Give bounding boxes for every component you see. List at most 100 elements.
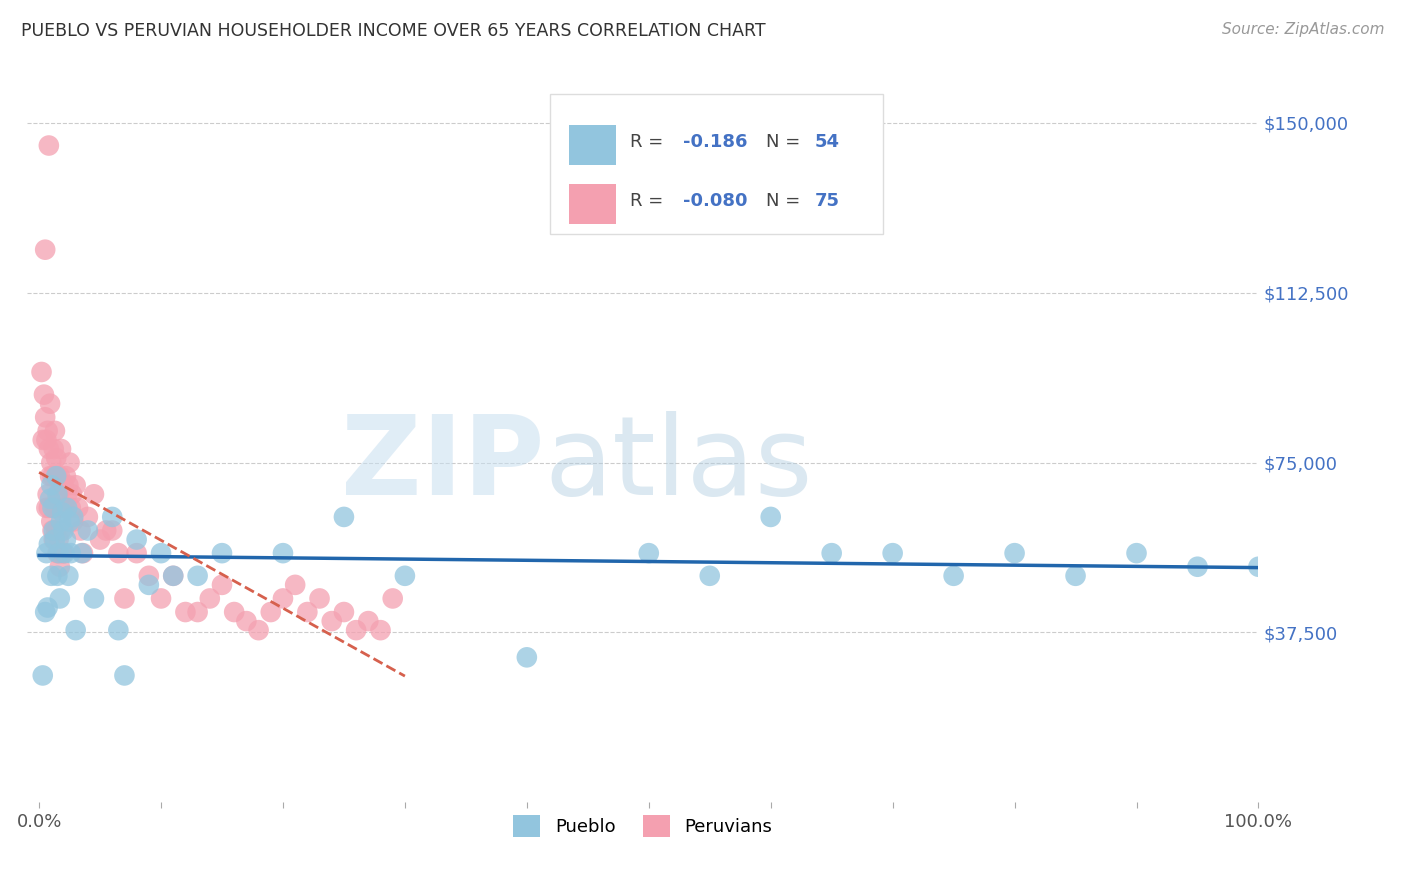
Point (211, 578, 233, 592)
Point (56, 487, 79, 501)
Point (49, 469, 72, 483)
Point (101, 524, 124, 538)
Text: N =: N = (766, 133, 806, 151)
Point (35, 546, 58, 560)
Point (49, 442, 72, 456)
Text: 75: 75 (815, 192, 841, 210)
Point (52, 524, 75, 538)
Point (284, 578, 307, 592)
Point (41, 469, 63, 483)
Point (1125, 546, 1147, 560)
Point (187, 569, 209, 583)
Point (821, 546, 844, 560)
Text: 54: 54 (815, 133, 841, 151)
Point (48, 546, 70, 560)
Point (1004, 546, 1026, 560)
Point (125, 546, 148, 560)
Point (76, 524, 98, 538)
Point (62, 515, 84, 529)
Point (34, 605, 56, 619)
Point (162, 569, 184, 583)
Point (60, 487, 83, 501)
Point (65, 478, 87, 492)
Point (699, 569, 721, 583)
Point (83, 591, 105, 606)
Point (49, 591, 72, 606)
Point (39, 469, 62, 483)
Point (35, 500, 58, 515)
Point (882, 546, 904, 560)
Point (67, 500, 90, 515)
Point (516, 650, 538, 665)
Point (48, 533, 70, 547)
Point (41, 500, 63, 515)
Point (42, 524, 65, 538)
Point (51, 546, 73, 560)
Point (101, 510, 124, 524)
Point (381, 591, 404, 606)
Point (138, 578, 160, 592)
Point (260, 605, 283, 619)
Point (46, 546, 69, 560)
Text: -0.186: -0.186 (683, 133, 748, 151)
Point (321, 614, 343, 628)
Point (44, 424, 66, 438)
Point (53, 500, 76, 515)
Point (39, 397, 62, 411)
Point (211, 546, 233, 560)
Point (34, 410, 56, 425)
Text: ZIP: ZIP (340, 411, 544, 518)
Point (49, 559, 72, 574)
Point (39, 491, 62, 506)
Point (759, 510, 782, 524)
Point (357, 614, 380, 628)
Point (89, 533, 111, 547)
Point (37, 424, 59, 438)
Point (51, 505, 73, 519)
Point (56, 500, 79, 515)
Point (46, 469, 69, 483)
Point (37, 600, 59, 615)
Point (31, 433, 53, 447)
Point (55, 469, 77, 483)
Point (52, 478, 75, 492)
Point (44, 500, 66, 515)
Point (69, 524, 91, 538)
Point (271, 546, 294, 560)
Point (942, 569, 965, 583)
Point (333, 510, 356, 524)
Point (38, 138, 60, 153)
Text: atlas: atlas (544, 411, 813, 518)
Legend: Pueblo, Peruvians: Pueblo, Peruvians (506, 808, 779, 845)
Text: PUEBLO VS PERUVIAN HOUSEHOLDER INCOME OVER 65 YEARS CORRELATION CHART: PUEBLO VS PERUVIAN HOUSEHOLDER INCOME OV… (21, 22, 766, 40)
Point (344, 623, 367, 637)
Point (162, 569, 184, 583)
Point (1064, 569, 1087, 583)
Point (114, 668, 136, 682)
Point (59, 500, 82, 515)
Text: N =: N = (766, 192, 806, 210)
Point (308, 591, 330, 606)
Point (55, 533, 77, 547)
Point (174, 605, 197, 619)
Point (48, 487, 70, 501)
Point (62, 510, 84, 524)
Point (37, 487, 59, 501)
Point (297, 605, 319, 619)
Point (125, 533, 148, 547)
Point (1247, 559, 1270, 574)
Point (58, 456, 80, 470)
Point (58, 515, 80, 529)
Point (38, 500, 60, 515)
Point (35, 433, 58, 447)
Point (46, 487, 69, 501)
Point (114, 591, 136, 606)
Text: Source: ZipAtlas.com: Source: ZipAtlas.com (1222, 22, 1385, 37)
Point (70, 546, 93, 560)
Point (51, 500, 73, 515)
Point (83, 487, 105, 501)
Point (1187, 559, 1209, 574)
Point (107, 623, 129, 637)
Point (45, 469, 67, 483)
Point (31, 365, 53, 379)
